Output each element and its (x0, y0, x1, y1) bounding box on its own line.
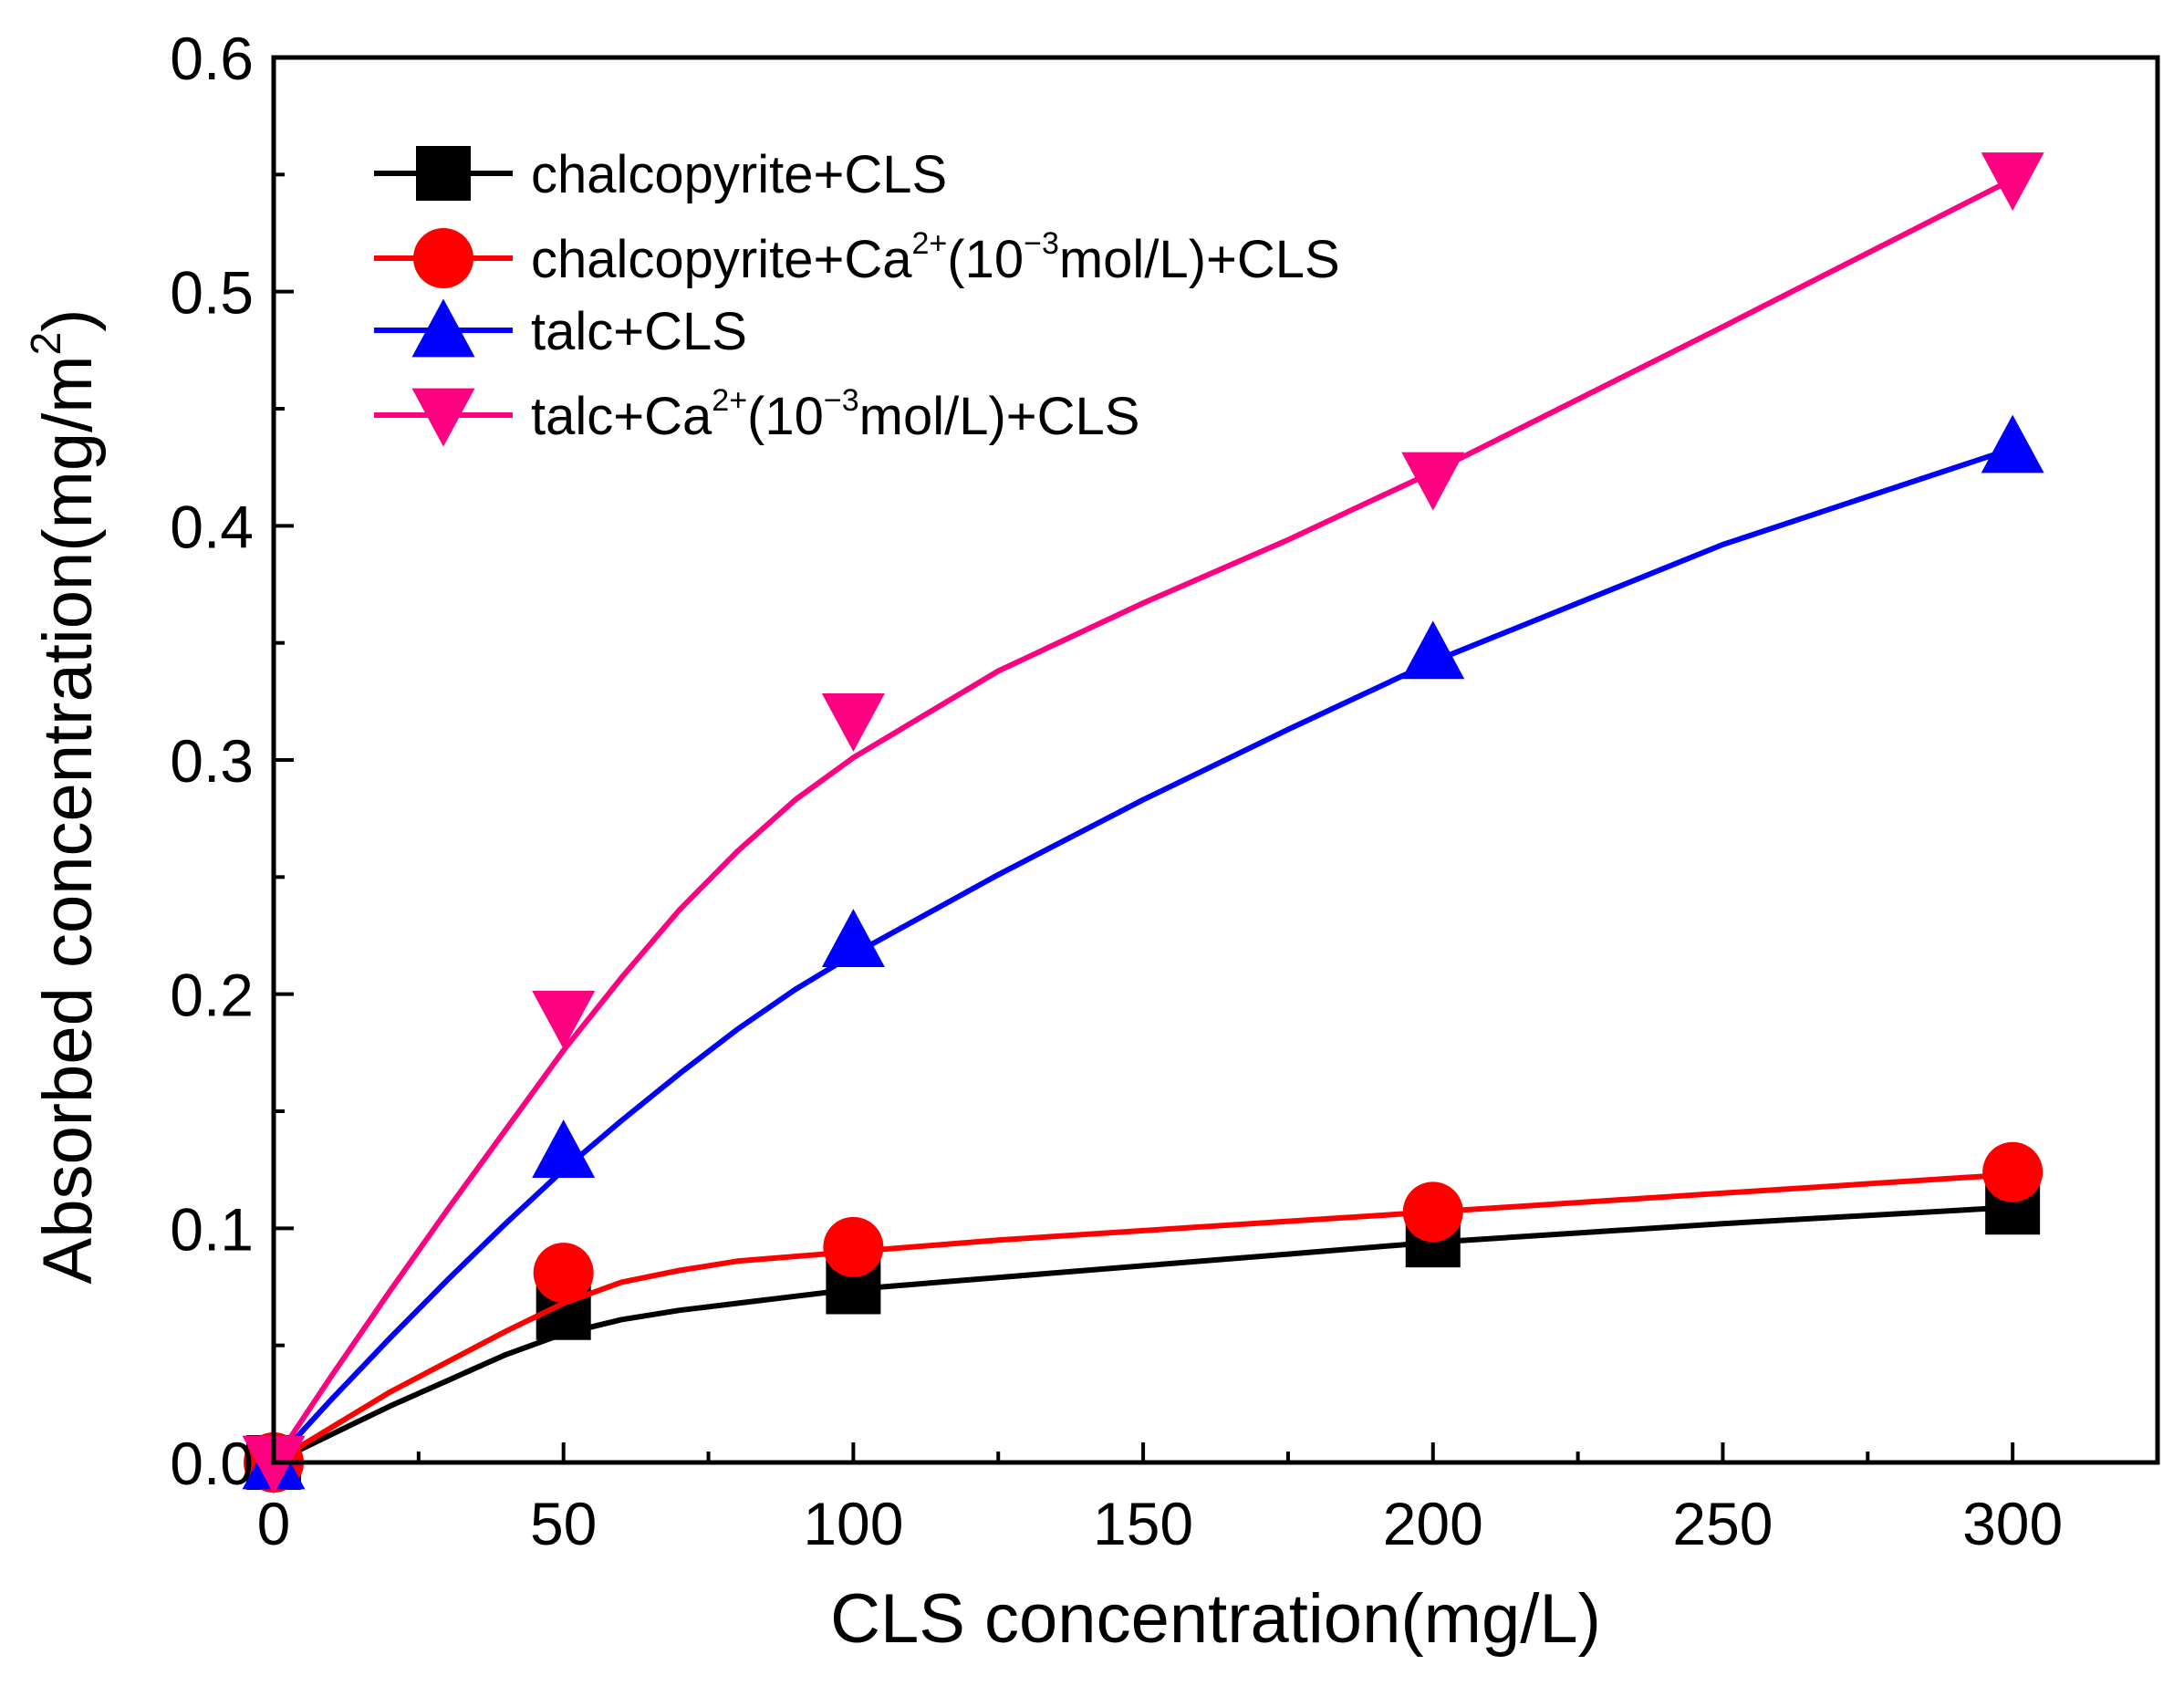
series-line-1 (272, 1204, 2013, 1465)
legend: chalcopyrite+CLS chalcopyrite+Ca2+(10−3mo… (374, 145, 1340, 447)
legend-marker (411, 388, 475, 447)
legend-label: talc+CLS (531, 302, 747, 361)
data-point-2-5 (1982, 1141, 2044, 1202)
y-tick-label: 0.4 (170, 493, 254, 560)
data-point-2-3 (823, 1216, 884, 1277)
legend-label: chalcopyrite+Ca2+(10−3mol/L)+CLS (531, 226, 1340, 289)
x-tick-label: 200 (1383, 1490, 1483, 1557)
x-tick-label: 300 (1962, 1490, 2063, 1557)
data-point-3-2 (532, 1119, 596, 1178)
data-point-4-4 (1401, 452, 1465, 511)
data-point-2-4 (1402, 1181, 1463, 1243)
legend-item-3: talc+CLS (374, 298, 747, 361)
series-line-4 (271, 176, 2014, 1464)
y-tick-label: 0.2 (170, 962, 254, 1029)
data-point-3-4 (1401, 620, 1465, 680)
data-point-4-2 (532, 991, 596, 1049)
x-tick-label: 0 (257, 1490, 291, 1557)
legend-marker (411, 298, 475, 358)
legend-marker (416, 146, 471, 201)
data-point-4-1 (242, 1435, 306, 1494)
data-point-4-5 (1981, 152, 2044, 211)
legend-marker (413, 228, 473, 288)
data-point-3-3 (821, 909, 885, 967)
x-axis-title: CLS concentration(mg/L) (830, 1580, 1601, 1658)
y-axis-title: Absorbed concentration(mg/m2) (22, 309, 107, 1285)
x-tick-label: 250 (1672, 1490, 1773, 1557)
x-tick-label: 150 (1093, 1490, 1193, 1557)
data-point-2-2 (533, 1243, 594, 1304)
axes-layer: 0 50 100 150 200 250 300 0.0 0.1 0.2 0.3 0.4 0.5 0.6 C… (22, 25, 2160, 1658)
series-line-3 (271, 445, 2014, 1465)
legend-label: talc+Ca2+(10−3mol/L)+CLS (531, 383, 1139, 446)
legend-item-1: chalcopyrite+CLS (374, 145, 947, 204)
legend-item-2: chalcopyrite+Ca2+(10−3mol/L)+CLS (374, 226, 1340, 289)
legend-label: chalcopyrite+CLS (531, 145, 947, 204)
y-tick-label: 0.0 (170, 1430, 254, 1497)
data-point-3-5 (1981, 414, 2044, 474)
series-4 (242, 152, 2044, 1494)
legend-item-4: talc+Ca2+(10−3mol/L)+CLS (374, 383, 1139, 447)
y-tick-label: 0.1 (170, 1195, 254, 1263)
series-line-2 (272, 1171, 2013, 1465)
y-tick-label: 0.3 (170, 727, 254, 795)
x-tick-label: 50 (530, 1490, 597, 1557)
x-tick-label: 100 (803, 1490, 903, 1557)
y-tick-label: 0.6 (170, 25, 254, 92)
data-point-4-3 (821, 693, 885, 752)
y-tick-label: 0.5 (170, 259, 254, 327)
